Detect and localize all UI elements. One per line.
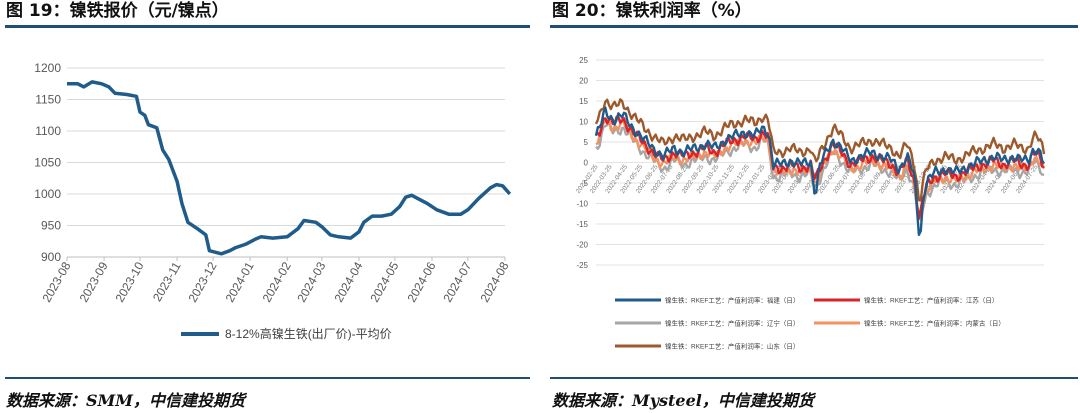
right-legend-label: 镍生铁：RKEF工艺：产值利润率：辽宁（日） xyxy=(665,319,799,328)
left-x-tick-label: 2024-08 xyxy=(477,259,511,304)
right-series-line xyxy=(594,98,1046,202)
right-source-rule xyxy=(550,377,1078,379)
right-legend: 镍生铁：RKEF工艺：产值利润率：福建（日） 镍生铁：RKEF工艺：产值利润率：江… xyxy=(615,296,1005,351)
left-x-tick-label: 2023-12 xyxy=(185,259,219,304)
left-y-tick-label: 950 xyxy=(41,219,61,233)
left-x-tick-label: 2024-06 xyxy=(404,259,438,304)
left-y-tick-label: 1050 xyxy=(34,156,61,170)
left-y-axis-ticks: 900 950 1000 1050 1100 1150 1200 xyxy=(34,61,61,264)
right-title-rule xyxy=(550,25,1078,28)
left-legend-label: 8-12%高镍生铁(出厂价)-平均价 xyxy=(225,326,392,341)
right-y-tick-label: 10 xyxy=(579,118,588,127)
left-title-rule xyxy=(5,25,530,28)
nickel-pig-iron-price-chart: 900 950 1000 1050 1100 1150 1200 2023-08 2023-0… xyxy=(34,61,512,341)
left-y-tick-label: 1100 xyxy=(35,124,61,138)
right-y-tick-label: -10 xyxy=(576,200,588,209)
left-data-source: 数据来源：SMM，中信建投期货 xyxy=(6,391,245,410)
right-y-tick-label: -15 xyxy=(576,220,588,229)
right-y-tick-label: -25 xyxy=(576,261,588,270)
left-legend: 8-12%高镍生铁(出厂价)-平均价 xyxy=(181,326,392,341)
right-legend-label: 镍生铁：RKEF工艺：产值利润率：江苏（日） xyxy=(864,296,998,305)
right-y-tick-label: 20 xyxy=(579,77,588,86)
left-x-tick-label: 2024-04 xyxy=(331,259,365,304)
right-legend-label: 镍生铁：RKEF工艺：产值利润率：内蒙古（日） xyxy=(864,319,1005,328)
right-y-tick-label: 5 xyxy=(584,138,589,147)
left-x-tick-label: 2023-09 xyxy=(77,259,111,304)
left-y-tick-label: 1200 xyxy=(34,61,61,75)
right-legend-label: 镍生铁：RKEF工艺：产值利润率：福建（日） xyxy=(665,296,799,305)
right-y-tick-label: -5 xyxy=(581,179,589,188)
left-x-axis-ticks: 2023-08 2023-09 2023-10 2023-11 2023-12 2024-… xyxy=(39,257,512,305)
right-data-source: 数据来源：Mysteel，中信建投期货 xyxy=(552,391,814,410)
right-y-tick-label: -20 xyxy=(576,241,588,250)
left-source-rule xyxy=(5,377,530,379)
right-y-tick-label: 25 xyxy=(579,56,588,65)
right-y-tick-label: 0 xyxy=(584,159,589,168)
left-y-tick-label: 1150 xyxy=(35,93,61,107)
right-legend-label: 镍生铁：RKEF工艺：产值利润率：山东（日） xyxy=(665,342,799,351)
left-x-tick-label: 2023-11 xyxy=(150,259,184,304)
left-x-tick-label: 2024-05 xyxy=(367,259,401,304)
left-series-lines xyxy=(67,80,512,256)
left-x-tick-label: 2024-01 xyxy=(223,259,257,304)
left-x-tick-label: 2024-03 xyxy=(294,259,328,304)
left-y-tick-label: 900 xyxy=(41,250,61,264)
right-chart-title: 图 20：镍铁利润率（%） xyxy=(552,1,752,21)
left-x-tick-label: 2023-10 xyxy=(112,259,146,304)
right-series-line xyxy=(594,106,1046,236)
right-series-lines xyxy=(594,98,1046,236)
left-series-line xyxy=(67,80,512,256)
left-y-tick-label: 1000 xyxy=(34,187,61,201)
left-chart-title: 图 19：镍铁报价（元/镍点） xyxy=(6,1,229,21)
left-x-tick-label: 2024-07 xyxy=(440,259,474,304)
left-x-tick-label: 2024-02 xyxy=(260,259,294,304)
right-y-axis-ticks: -25 -20 -15 -10 -5 0 5 10 15 20 25 xyxy=(576,56,588,270)
left-x-tick-label: 2023-08 xyxy=(39,259,73,304)
right-y-tick-label: 15 xyxy=(579,97,588,106)
